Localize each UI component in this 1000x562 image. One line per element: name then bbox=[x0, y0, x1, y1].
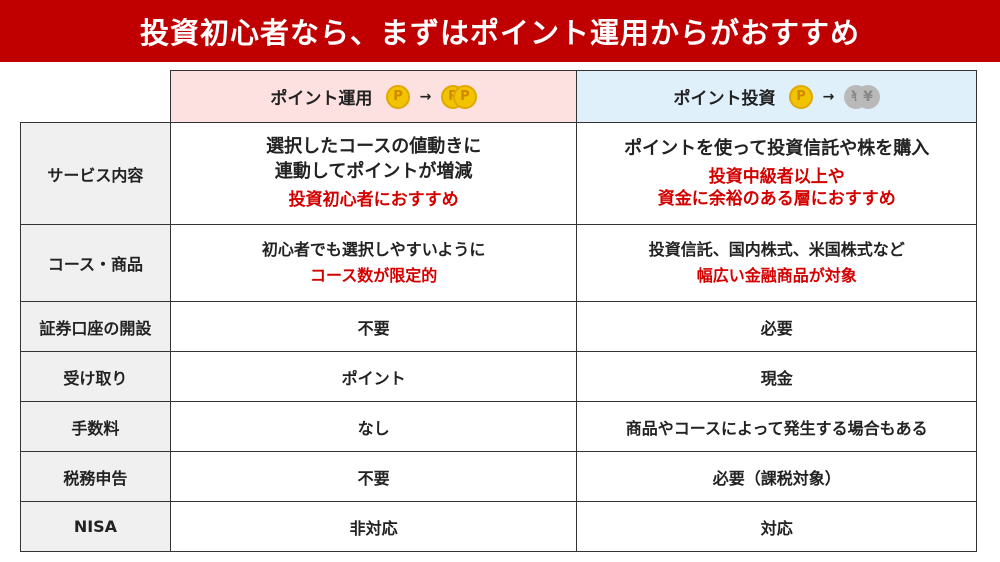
highlight-text: 投資初心者におすすめ bbox=[288, 190, 459, 210]
row-label: 受け取り bbox=[20, 351, 171, 402]
cell: 選択したコースの値動きに 連動してポイントが増減 投資初心者におすすめ bbox=[169, 122, 578, 225]
row-label: サービス内容 bbox=[20, 122, 171, 225]
cell: 商品やコースによって発生する場合もある bbox=[576, 401, 977, 452]
cell: 必要（課税対象） bbox=[576, 451, 977, 502]
column-label: ポイント運用 bbox=[270, 89, 373, 109]
table-row: 手数料 なし 商品やコースによって発生する場合もある bbox=[20, 401, 977, 452]
column-label: ポイント投資 bbox=[673, 89, 776, 109]
row-label: NISA bbox=[20, 501, 171, 552]
highlight-text: 幅広い金融商品が対象 bbox=[696, 266, 857, 285]
cell: ポイントを使って投資信託や株を購入 投資中級者以上や 資金に余裕のある層におすす… bbox=[576, 122, 977, 225]
table-row: コース・商品 初心者でも選択しやすいように コース数が限定的 投資信託、国内株式、… bbox=[20, 224, 977, 302]
cell: ポイント bbox=[169, 351, 578, 402]
two-point-coins-icon: PP bbox=[440, 84, 477, 109]
table-row: 税務申告 不要 必要（課税対象） bbox=[20, 451, 977, 502]
table-row: 証券口座の開設 不要 必要 bbox=[20, 301, 977, 352]
cell: 非対応 bbox=[169, 501, 578, 552]
cell: 現金 bbox=[576, 351, 977, 402]
two-yen-coins-icon: ¥¥ bbox=[843, 84, 880, 109]
page-title: 投資初心者なら、まずはポイント運用からがおすすめ bbox=[0, 0, 1000, 62]
row-label: 証券口座の開設 bbox=[20, 301, 171, 352]
arrow-icon: → bbox=[822, 88, 835, 105]
comparison-table: ポイント運用 P → PP ポイント投資 P → ¥¥ サービス内容 選択したコ… bbox=[20, 70, 977, 552]
highlight-text: コース数が限定的 bbox=[310, 266, 438, 285]
row-label: 税務申告 bbox=[20, 451, 171, 502]
header-blank bbox=[20, 70, 171, 123]
point-coin-icon: P bbox=[385, 84, 410, 109]
row-label: 手数料 bbox=[20, 401, 171, 452]
table-row: 受け取り ポイント 現金 bbox=[20, 351, 977, 402]
cell: 投資信託、国内株式、米国株式など 幅広い金融商品が対象 bbox=[576, 224, 977, 302]
table-row: サービス内容 選択したコースの値動きに 連動してポイントが増減 投資初心者におすす… bbox=[20, 122, 977, 225]
cell: 不要 bbox=[169, 301, 578, 352]
cell: 対応 bbox=[576, 501, 977, 552]
header-point-investment: ポイント投資 P → ¥¥ bbox=[576, 70, 977, 123]
cell: 初心者でも選択しやすいように コース数が限定的 bbox=[169, 224, 578, 302]
header-point-management: ポイント運用 P → PP bbox=[169, 70, 578, 123]
point-coin-icon: P bbox=[789, 84, 814, 109]
cell: 不要 bbox=[169, 451, 578, 502]
arrow-icon: → bbox=[419, 88, 432, 105]
highlight-text: 資金に余裕のある層におすすめ bbox=[657, 188, 896, 209]
cell: 必要 bbox=[576, 301, 977, 352]
row-label: コース・商品 bbox=[20, 224, 171, 302]
highlight-text: 投資中級者以上や bbox=[708, 166, 845, 187]
table-row: NISA 非対応 対応 bbox=[20, 501, 977, 552]
cell: なし bbox=[169, 401, 578, 452]
header-row: ポイント運用 P → PP ポイント投資 P → ¥¥ bbox=[20, 70, 977, 123]
